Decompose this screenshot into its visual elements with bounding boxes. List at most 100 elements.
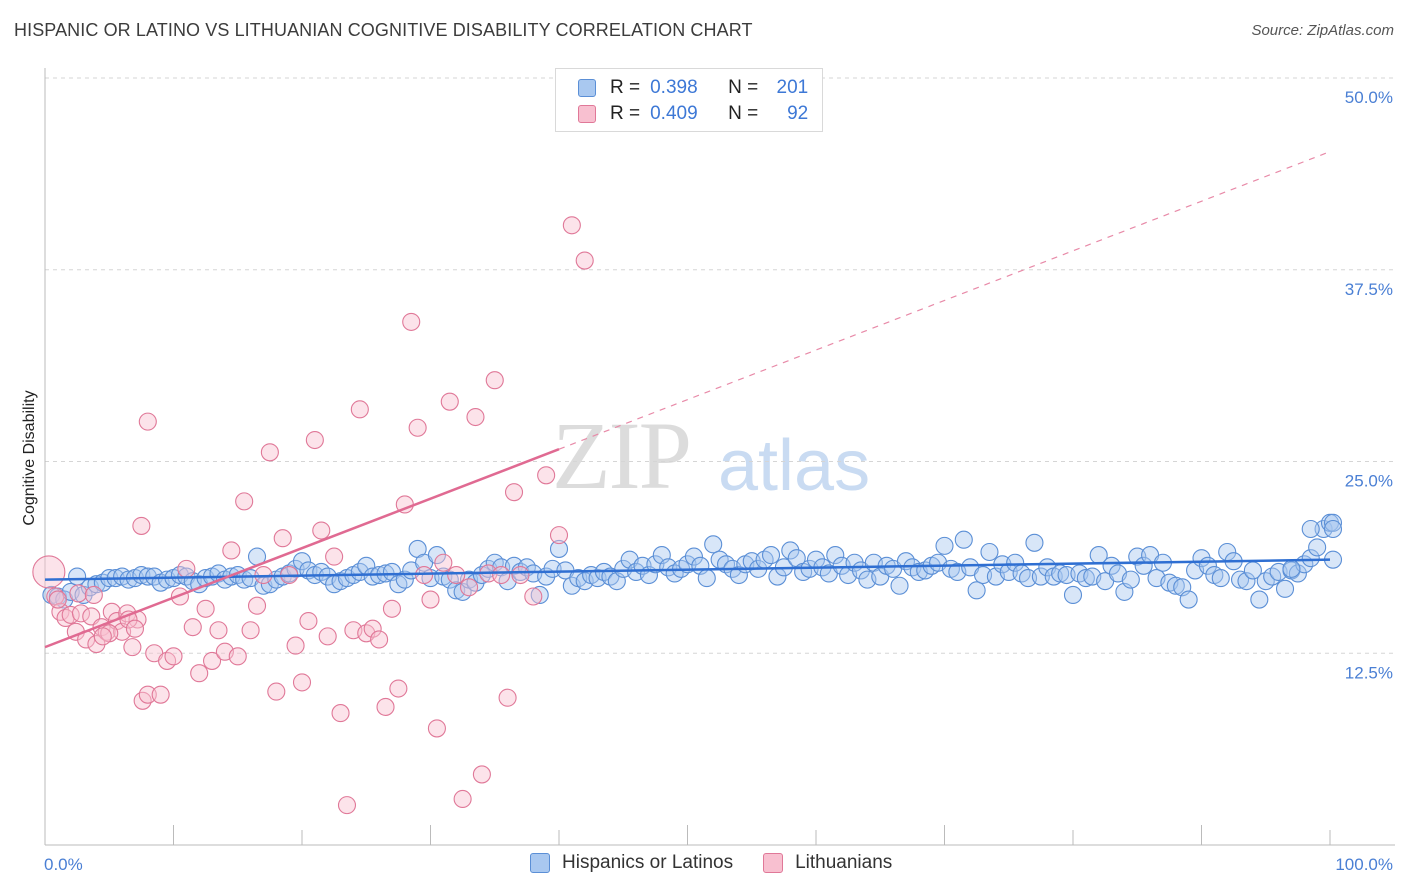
bottom-legend-label: Lithuanians <box>795 852 893 873</box>
hispanic-point <box>1288 564 1307 583</box>
legend-n-label: N = <box>728 103 759 124</box>
legend-r-value: 0.409 <box>650 103 698 124</box>
lithuanian-point <box>209 621 228 640</box>
lithuanian-point <box>350 400 369 419</box>
source-label: Source: ZipAtlas.com <box>1251 22 1394 39</box>
lithuanian-point <box>48 590 67 609</box>
lithuanian-point <box>318 627 337 646</box>
legend-row-hispanic: R = 0.398 N = 201 <box>578 76 808 100</box>
hispanic-point <box>1031 567 1050 586</box>
legend-n-value: 201 <box>776 77 809 98</box>
lithuanian-point <box>427 719 446 738</box>
hispanic-point <box>530 585 549 605</box>
lithuanian-point <box>537 466 556 485</box>
lithuanian-point <box>84 585 103 605</box>
lithuanian-point <box>125 619 144 638</box>
lithuanian-point <box>421 590 440 609</box>
lithuanian-point <box>440 392 459 411</box>
hispanic-point <box>1323 519 1343 539</box>
lithuanian-point <box>151 685 170 704</box>
hispanic-point <box>954 530 973 549</box>
lithuanian-point <box>325 547 344 566</box>
hispanic-point <box>1282 559 1301 578</box>
hispanic-point <box>1166 576 1185 595</box>
lithuanian-point <box>158 651 177 670</box>
lithuanian-point <box>389 679 408 698</box>
lithuanian-point <box>138 685 157 704</box>
lithuanian-point <box>402 312 421 331</box>
hispanic-trend-line <box>44 558 1331 581</box>
lithuanian-point <box>370 630 389 649</box>
lithuanian-point <box>32 555 66 589</box>
lithuanian-point <box>524 587 543 606</box>
lithuanian-point <box>292 673 312 692</box>
bottom-legend-lithuanian[interactable]: Lithuanians <box>763 852 892 874</box>
hispanic-point <box>826 546 845 565</box>
lithuanian-point <box>382 599 402 618</box>
x-tick-label: 100.0% <box>1335 855 1393 874</box>
lithuanian-point <box>485 371 504 390</box>
hispanic-point <box>1076 569 1095 588</box>
lithuanian-point <box>196 599 215 618</box>
lithuanian-point <box>164 647 183 666</box>
lithuanian-point <box>337 796 357 815</box>
lithuanian-point <box>511 565 530 585</box>
bottom-legend-swatch-lithuanian <box>763 853 784 873</box>
x-tick-label: 0.0% <box>44 855 83 874</box>
hispanic-point <box>1006 553 1025 572</box>
lithuanian-point <box>453 789 472 809</box>
hispanic-point <box>890 576 909 595</box>
lithuanian-point <box>549 526 569 545</box>
hispanic-point <box>1250 590 1269 609</box>
legend-r-value: 0.398 <box>650 77 698 98</box>
hispanic-point <box>1237 572 1256 591</box>
lithuanian-point <box>138 412 157 431</box>
hispanic-point <box>1301 549 1320 568</box>
data-points <box>32 216 1343 815</box>
hispanic-point <box>1121 570 1140 589</box>
lithuanian-point <box>504 483 524 502</box>
legend-r-label: R = <box>610 103 641 124</box>
hispanic-point <box>1231 570 1250 589</box>
lithuanian-point <box>312 521 331 540</box>
hispanic-point <box>781 541 800 560</box>
legend-swatch-lithuanian <box>578 105 596 123</box>
lithuanian-point <box>93 627 112 646</box>
lithuanian-trend-extension <box>558 151 1331 450</box>
lithuanian-point <box>177 559 196 578</box>
lithuanian-point <box>434 553 453 572</box>
lithuanian-point <box>447 565 466 585</box>
lithuanian-trend-line <box>44 448 560 649</box>
lithuanian-point <box>235 492 254 511</box>
lithuanian-point <box>87 634 106 654</box>
lithuanian-point <box>305 430 324 450</box>
lithuanian-point <box>472 765 491 784</box>
lithuanian-point <box>247 596 267 615</box>
bottom-legend-hispanic[interactable]: Hispanics or Latinos <box>530 852 733 874</box>
hispanic-point <box>967 581 986 600</box>
bottom-legend-label: Hispanics or Latinos <box>562 852 734 873</box>
hispanic-point <box>1301 519 1320 539</box>
hispanic-point <box>761 546 781 565</box>
legend-n-label: N = <box>728 77 759 98</box>
lithuanian-point <box>228 647 247 666</box>
lithuanian-point <box>132 516 151 535</box>
hispanic-point <box>1063 585 1083 605</box>
hispanic-point <box>729 565 748 585</box>
hispanic-point <box>1102 556 1121 575</box>
chart-title: HISPANIC OR LATINO VS LITHUANIAN COGNITI… <box>14 20 753 40</box>
hispanic-point <box>684 547 703 566</box>
lithuanian-point <box>466 407 485 427</box>
hispanic-point <box>1025 533 1044 552</box>
lithuanian-point <box>241 621 260 640</box>
lithuanian-point <box>190 664 209 683</box>
watermark-atlas: atlas <box>718 426 871 506</box>
lithuanian-point <box>267 682 286 701</box>
hispanic-point <box>1179 590 1198 609</box>
hispanic-point <box>549 539 569 558</box>
hispanic-point <box>1256 572 1275 591</box>
bottom-legend-swatch-hispanic <box>530 853 550 873</box>
lithuanian-point <box>562 216 581 235</box>
lithuanian-point <box>203 651 222 670</box>
